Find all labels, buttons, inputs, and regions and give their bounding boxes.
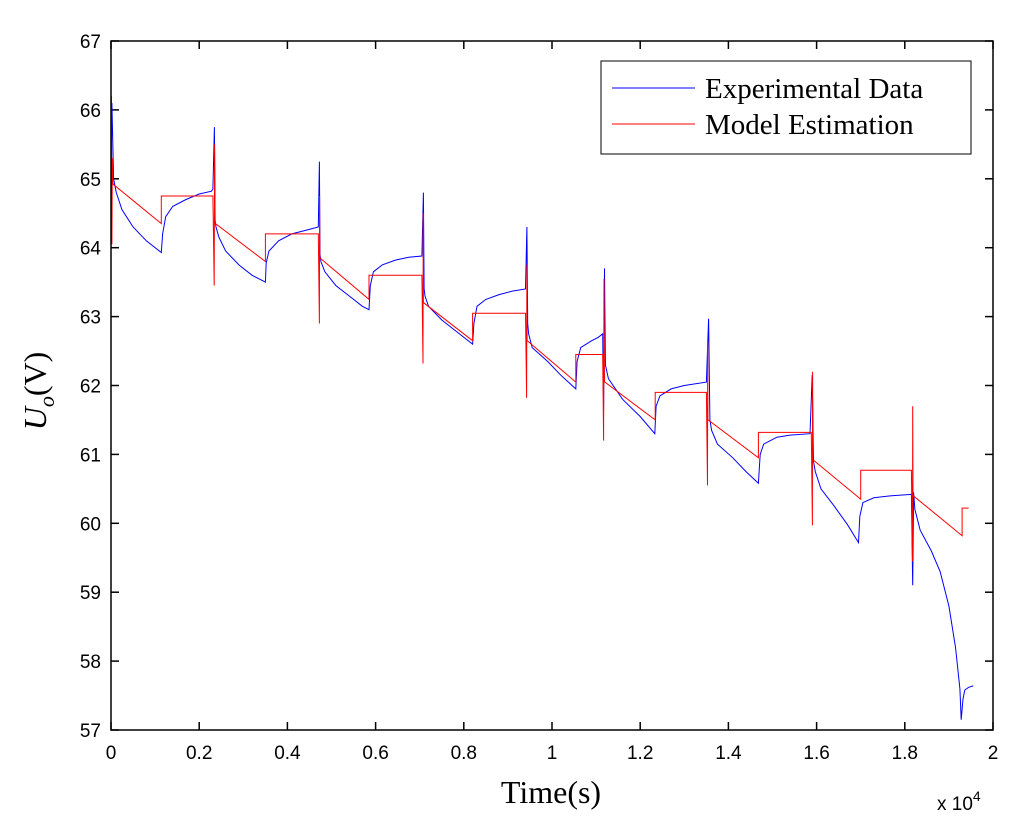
x-tick-label: 0.4 xyxy=(274,743,301,764)
legend: Experimental Data Model Estimation xyxy=(600,60,972,155)
y-axis-title-unit: (V) xyxy=(17,352,53,396)
x-axis-title: Time(s) xyxy=(501,774,601,810)
x-tick-label: 1.4 xyxy=(715,743,742,764)
y-tick-label: 62 xyxy=(80,377,101,398)
y-tick-label: 65 xyxy=(80,170,101,191)
x-tick-label: 0.2 xyxy=(186,743,212,764)
y-tick-label: 58 xyxy=(80,652,101,673)
y-tick-label: 60 xyxy=(80,514,101,535)
plot-frame xyxy=(110,40,994,731)
series-line-experimental xyxy=(110,102,974,720)
x-tick-label: 1 xyxy=(547,743,558,764)
x-tick-label: 2 xyxy=(988,743,999,764)
series-line-model xyxy=(110,96,969,562)
legend-label-experimental: Experimental Data xyxy=(705,73,923,105)
y-tick-label: 57 xyxy=(80,721,101,742)
y-tick-label: 63 xyxy=(80,308,101,329)
legend-box xyxy=(600,60,972,155)
series-layer xyxy=(110,96,974,720)
x-axis-exponent-base: x 10 xyxy=(937,794,973,815)
y-axis-title-main: U xyxy=(17,405,53,430)
x-tick-label: 1.8 xyxy=(892,743,918,764)
x-tick-label: 0 xyxy=(106,743,117,764)
y-tick-label: 67 xyxy=(80,32,101,53)
y-axis-title-sub: o xyxy=(34,396,59,407)
y-tick-label: 61 xyxy=(80,445,101,466)
x-tick-label: 1.6 xyxy=(803,743,829,764)
y-tick-label: 64 xyxy=(80,239,102,260)
y-tick-label: 59 xyxy=(80,583,101,604)
x-tick-label: 1.2 xyxy=(627,743,653,764)
ticks-layer: 0 0.2 0.4 0.6 0.8 1 1.2 1.4 1.6 1.8 2 57 58 59 60 61 62 6… xyxy=(80,32,998,764)
x-axis-exponent: x 104 xyxy=(937,788,981,815)
y-tick-label: 66 xyxy=(80,101,101,122)
x-axis-exponent-power: 4 xyxy=(973,788,981,804)
x-tick-label: 0.8 xyxy=(451,743,477,764)
legend-label-model: Model Estimation xyxy=(705,109,914,141)
y-axis-title: Uo(V) xyxy=(17,352,59,431)
x-tick-label: 0.6 xyxy=(362,743,388,764)
